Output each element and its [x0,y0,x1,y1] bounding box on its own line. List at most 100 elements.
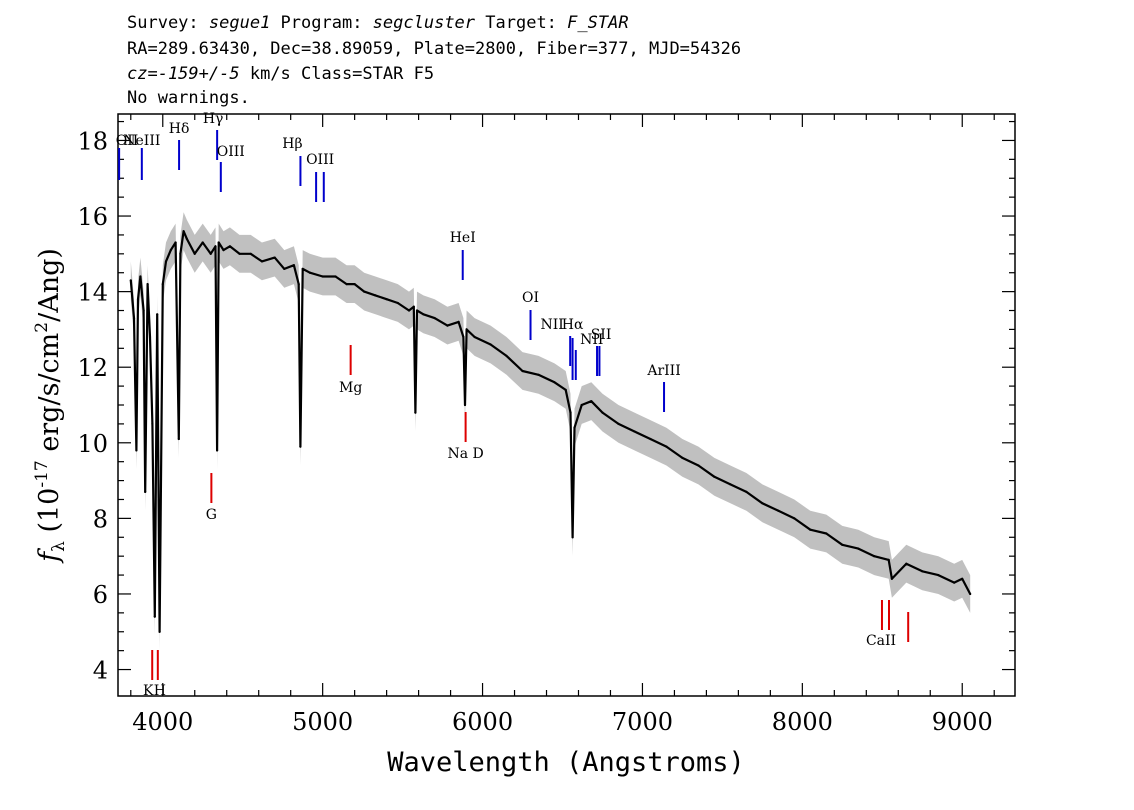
flux-point [301,267,304,270]
spectral-line-label: OI [522,290,539,306]
plot-area [129,212,972,651]
spectral-line-label: NeIII [123,133,160,149]
flux-point [793,517,796,520]
flux-point [414,411,417,414]
spectral-line-label: Mg [339,380,362,396]
spectral-line-label: NII [580,332,603,348]
spectral-line-label: OIII [306,152,334,168]
y-tick-label: 8 [93,505,108,533]
flux-point [713,475,716,478]
flux-error-band [130,212,971,651]
flux-point [260,260,263,263]
flux-point [292,264,295,267]
flux-point [164,260,168,263]
flux-point [433,317,436,320]
flux-point [142,309,145,312]
flux-point [841,543,844,546]
flux-point [144,490,147,493]
flux-point [374,294,377,297]
spectral-line-label: Hβ [282,136,302,152]
flux-point [564,388,567,391]
spectral-line-label: Hγ [203,111,224,127]
spectral-line-label: HeI [450,230,476,246]
flux-point [681,456,684,459]
flux-point [473,335,476,339]
y-tick-label: 16 [77,203,108,231]
flux-point [777,509,780,512]
flux-point [216,449,219,452]
flux-point [505,354,508,357]
flux-point [385,298,388,301]
flux-point [890,577,894,580]
spectrum-header: Survey: segue1 Program: segcluster Targe… [127,13,741,108]
flux-point [521,369,524,373]
flux-point [283,267,286,270]
flux-point [156,313,159,316]
flux-point [222,249,225,252]
flux-point [729,483,732,486]
flux-point [174,241,177,244]
header-line-redshift: cz=-159+/-5 km/s Class=STAR F5 [127,64,434,84]
flux-point [139,275,142,278]
flux-point [857,547,860,550]
flux-point [649,437,652,441]
spectral-line-label: CaII [866,633,896,649]
flux-point [969,592,972,596]
flux-point [412,305,415,308]
flux-point [273,256,276,259]
flux-point [201,241,204,244]
flux-point [921,570,924,573]
flux-point [617,422,620,425]
flux-point [297,283,300,286]
spectral-line-label: Hα [562,317,584,333]
flux-point [193,252,196,255]
header-line-coordinates: RA=289.63430, Dec=38.89059, Plate=2800, … [127,39,741,59]
flux-point [396,301,399,305]
y-tick-label: 6 [93,581,108,609]
x-tick-label: 8000 [772,708,833,736]
flux-point [153,615,156,618]
axis-ticks [118,114,1015,696]
flux-point [553,381,556,384]
flux-point [148,335,152,339]
flux-point [217,241,220,244]
flux-point [129,279,132,282]
flux-point [569,411,572,414]
flux-point [465,328,468,331]
header-line-survey: Survey: segue1 Program: segcluster Targe… [127,13,629,33]
flux-point [136,298,140,301]
spectral-line-label: Na D [447,446,483,462]
spectral-line-label: OIII [217,144,245,160]
flux-point [937,574,940,577]
flux-point [238,252,241,255]
flux-point [873,555,876,558]
x-tick-label: 9000 [932,708,993,736]
flux-point [146,283,149,286]
flux-point [321,275,324,278]
flux-point [887,558,890,562]
flux-point [825,532,828,535]
flux-point [345,283,348,286]
spectral-line-label: H [154,683,166,699]
flux-point [580,403,583,407]
flux-point [953,581,956,584]
x-tick-label: 5000 [292,708,353,736]
flux-point [407,309,411,312]
flux-point [161,283,164,286]
flux-point [334,275,337,278]
flux-point [299,445,302,448]
spectral-line-label: Hδ [169,121,190,137]
flux-point [462,335,465,339]
flux-line [129,230,972,633]
flux-point [905,562,908,565]
y-tick-label: 18 [77,127,108,155]
flux-point [463,403,467,407]
flux-point [537,373,540,376]
flux-point [363,290,366,293]
spectral-line-label: NII [541,317,564,333]
flux-point [761,502,764,505]
flux-point [177,437,180,441]
axis-tick-labels: 4000 5000 6000 7000 8000 9000 4 6 8 10 12 14 16 18 [77,127,992,736]
flux-point [697,464,700,467]
spectral-line-label: G [206,507,217,523]
